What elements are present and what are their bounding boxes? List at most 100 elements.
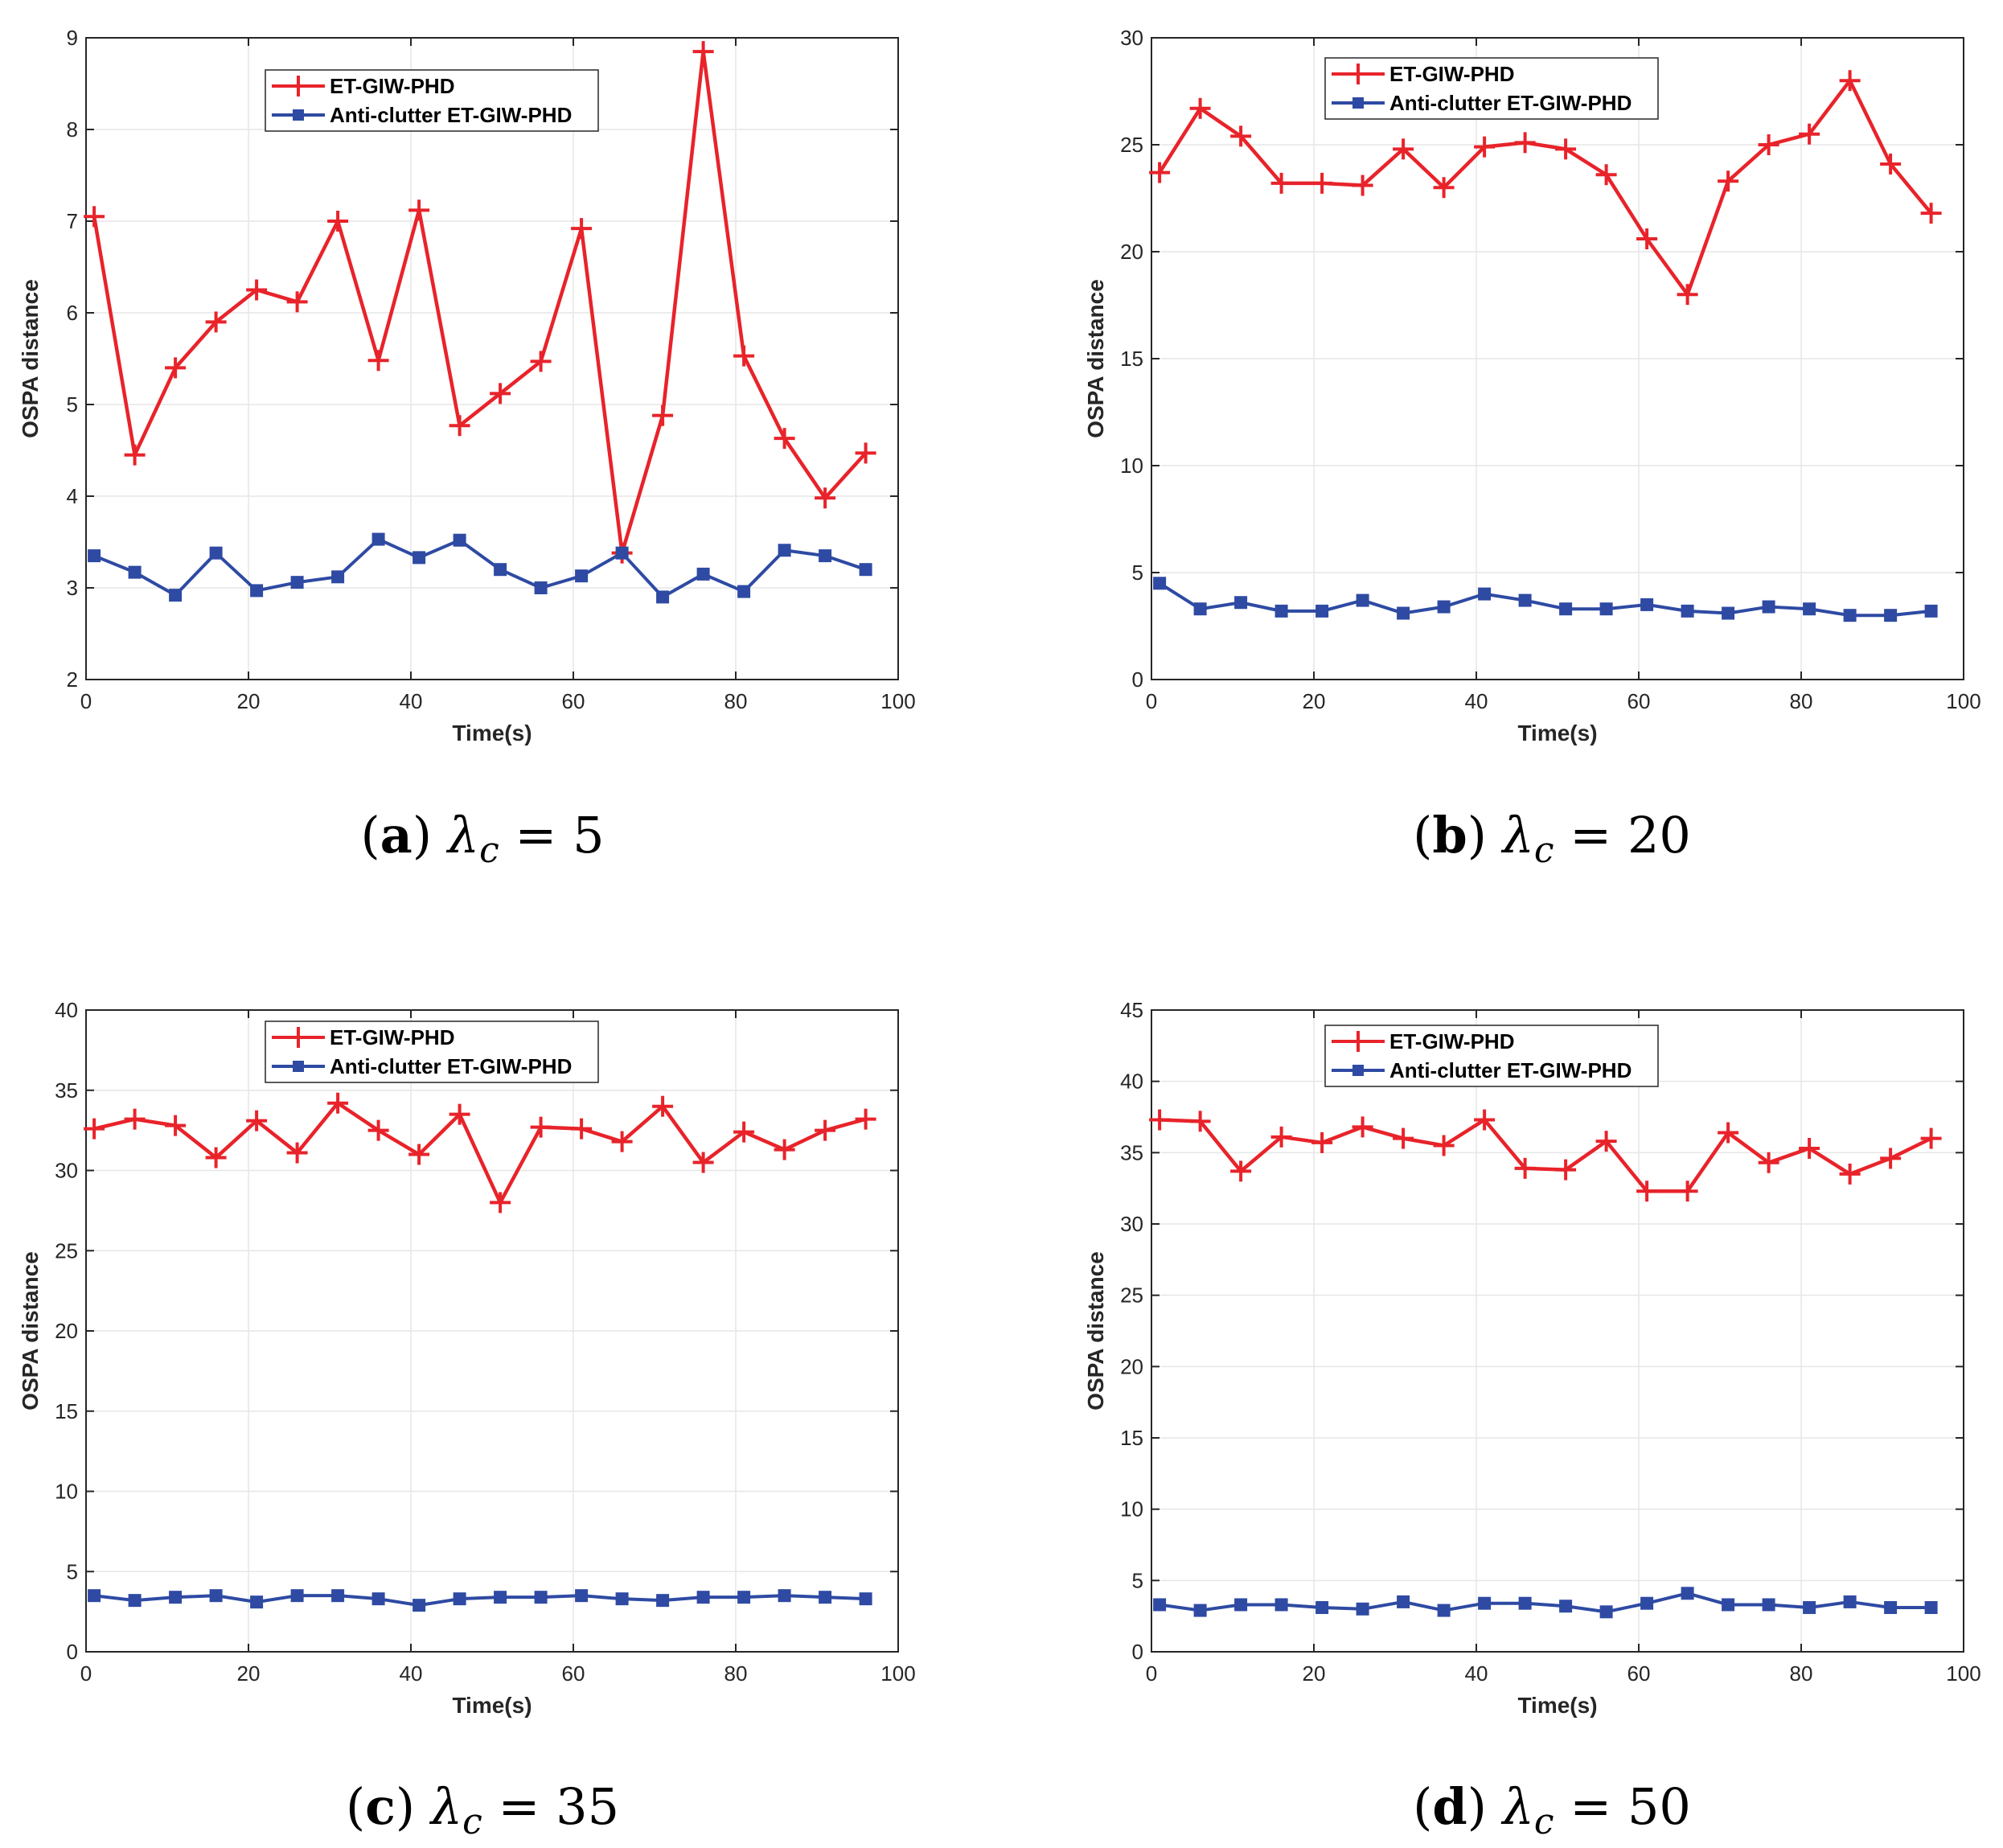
data-point-anti-clutter bbox=[1153, 1598, 1167, 1612]
series-line-et-giw-phd bbox=[93, 1101, 867, 1205]
axes-frame bbox=[85, 37, 899, 680]
data-point-et-giw-phd bbox=[1433, 1135, 1455, 1156]
data-point-anti-clutter bbox=[1397, 1595, 1410, 1608]
panel-caption: (a) λc = 5 bbox=[360, 806, 604, 871]
data-point-et-giw-phd bbox=[692, 1152, 714, 1173]
y-tick-label: 15 bbox=[1120, 347, 1143, 371]
data-point-anti-clutter bbox=[696, 1591, 710, 1604]
data-point-anti-clutter bbox=[1640, 1596, 1654, 1610]
data-point-et-giw-phd bbox=[1270, 1126, 1292, 1148]
data-point-et-giw-phd bbox=[1352, 1116, 1373, 1138]
x-tick-label: 20 bbox=[1303, 1661, 1326, 1686]
data-point-et-giw-phd bbox=[205, 1147, 227, 1168]
data-point-et-giw-phd bbox=[774, 1139, 795, 1160]
y-tick-label: 2 bbox=[67, 667, 78, 692]
data-point-et-giw-phd bbox=[246, 279, 268, 301]
y-axis-label: OSPA distance bbox=[18, 279, 43, 438]
data-point-et-giw-phd bbox=[1514, 132, 1536, 154]
x-tick-label: 20 bbox=[1303, 689, 1326, 713]
y-tick-label: 35 bbox=[1120, 1140, 1143, 1164]
y-tick-label: 0 bbox=[67, 1640, 78, 1664]
legend-marker-square bbox=[1352, 1065, 1364, 1076]
y-tick-label: 20 bbox=[55, 1319, 78, 1343]
y-tick-label: 25 bbox=[1120, 133, 1143, 157]
x-tick-label: 80 bbox=[724, 689, 748, 713]
legend-label: Anti-clutter ET-GIW-PHD bbox=[1389, 1058, 1632, 1082]
data-point-et-giw-phd bbox=[1595, 1131, 1617, 1152]
data-point-anti-clutter bbox=[88, 1589, 101, 1603]
data-point-et-giw-phd bbox=[286, 291, 308, 313]
plot-area bbox=[86, 38, 898, 680]
data-point-anti-clutter bbox=[1924, 604, 1938, 618]
data-point-et-giw-phd bbox=[1555, 1159, 1577, 1181]
data-point-anti-clutter bbox=[737, 1591, 751, 1604]
data-point-anti-clutter bbox=[1234, 1598, 1248, 1612]
y-tick-label: 20 bbox=[1120, 240, 1143, 264]
data-point-anti-clutter bbox=[331, 570, 345, 584]
panel-caption: (c) λc = 35 bbox=[346, 1777, 619, 1842]
series-line-anti-clutter bbox=[1159, 1591, 1931, 1614]
legend: ET-GIW-PHD Anti-clutter ET-GIW-PHD bbox=[265, 1021, 599, 1083]
legend: ET-GIW-PHD Anti-clutter ET-GIW-PHD bbox=[1324, 1025, 1659, 1087]
legend-box bbox=[265, 69, 599, 132]
legend-marker-square bbox=[1352, 97, 1364, 109]
data-point-anti-clutter bbox=[453, 533, 466, 547]
data-point-anti-clutter bbox=[656, 590, 670, 604]
data-point-anti-clutter bbox=[1153, 577, 1167, 590]
data-point-et-giw-phd bbox=[124, 444, 146, 466]
data-point-et-giw-phd bbox=[1230, 1160, 1252, 1182]
data-point-et-giw-phd bbox=[1677, 284, 1698, 306]
data-point-et-giw-phd bbox=[205, 311, 227, 333]
data-point-anti-clutter bbox=[1518, 593, 1532, 607]
panel-caption: (d) λc = 50 bbox=[1413, 1777, 1691, 1842]
data-point-anti-clutter bbox=[128, 565, 142, 579]
data-point-anti-clutter bbox=[494, 1591, 507, 1604]
data-point-anti-clutter bbox=[250, 584, 264, 598]
data-point-et-giw-phd bbox=[1880, 153, 1902, 175]
data-point-et-giw-phd bbox=[733, 345, 755, 367]
y-tick-label: 6 bbox=[67, 301, 78, 325]
data-point-et-giw-phd bbox=[571, 1118, 593, 1140]
legend-label: Anti-clutter ET-GIW-PHD bbox=[1389, 91, 1632, 115]
data-point-anti-clutter bbox=[209, 546, 223, 560]
data-point-et-giw-phd bbox=[1149, 1109, 1171, 1131]
data-point-et-giw-phd bbox=[246, 1110, 268, 1131]
data-point-et-giw-phd bbox=[1189, 97, 1211, 119]
legend-marker-square bbox=[293, 109, 304, 121]
data-point-anti-clutter bbox=[128, 1594, 142, 1608]
data-point-et-giw-phd bbox=[327, 1092, 349, 1114]
data-point-anti-clutter bbox=[1478, 1596, 1492, 1610]
data-point-anti-clutter bbox=[290, 576, 304, 589]
data-point-anti-clutter bbox=[1843, 1595, 1857, 1608]
y-tick-label: 25 bbox=[1120, 1283, 1143, 1308]
data-point-et-giw-phd bbox=[1555, 138, 1577, 160]
data-point-et-giw-phd bbox=[286, 1142, 308, 1164]
y-tick-label: 15 bbox=[55, 1399, 78, 1423]
data-point-anti-clutter bbox=[656, 1594, 670, 1608]
data-point-anti-clutter bbox=[413, 1599, 426, 1612]
data-point-et-giw-phd bbox=[1393, 138, 1414, 160]
data-point-et-giw-phd bbox=[1718, 1122, 1739, 1144]
data-point-anti-clutter bbox=[1722, 606, 1735, 620]
y-tick-label: 30 bbox=[55, 1159, 78, 1183]
x-tick-label: 100 bbox=[880, 1661, 915, 1686]
x-tick-label: 0 bbox=[1146, 689, 1157, 713]
data-point-anti-clutter bbox=[778, 1589, 791, 1603]
y-tick-label: 5 bbox=[1132, 561, 1143, 585]
data-point-et-giw-phd bbox=[490, 383, 511, 405]
data-point-anti-clutter bbox=[1599, 602, 1613, 616]
chart-panel-2: 0 20 40 60 80 100 0 5 10 15 20 25 30 Time(s) OSPA dist… bbox=[1083, 26, 1981, 871]
data-point-et-giw-phd bbox=[1677, 1181, 1698, 1202]
data-point-et-giw-phd bbox=[774, 428, 795, 450]
data-point-anti-clutter bbox=[1274, 1598, 1288, 1612]
data-point-anti-clutter bbox=[1518, 1596, 1532, 1610]
data-point-anti-clutter bbox=[696, 567, 710, 581]
x-tick-label: 100 bbox=[1946, 689, 1980, 713]
y-tick-label: 30 bbox=[1120, 1212, 1143, 1236]
x-tick-label: 60 bbox=[562, 689, 585, 713]
chart-panel-4: 0 20 40 60 80 100 0 5 10 15 20 25 30 35 40 45 Time(s) OSP… bbox=[1083, 998, 1981, 1842]
y-axis-label: OSPA distance bbox=[1083, 279, 1108, 438]
data-point-et-giw-phd bbox=[1474, 136, 1496, 158]
data-point-anti-clutter bbox=[615, 546, 629, 560]
data-point-et-giw-phd bbox=[1636, 1181, 1658, 1202]
